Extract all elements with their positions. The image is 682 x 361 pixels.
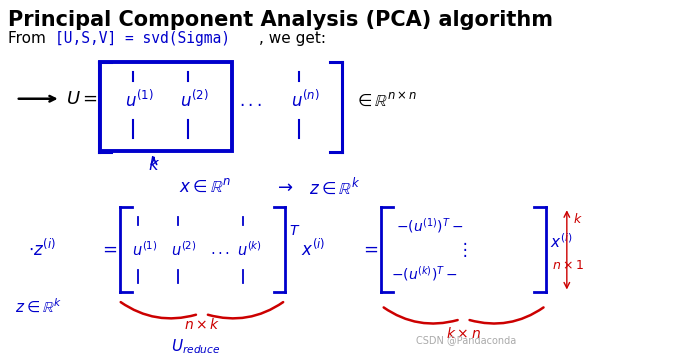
Text: $u^{(1)}$: $u^{(1)}$ (132, 240, 157, 259)
Text: Principal Component Analysis (PCA) algorithm: Principal Component Analysis (PCA) algor… (8, 10, 553, 30)
Text: $n\times 1$: $n\times 1$ (552, 258, 584, 271)
Text: CSDN @Pandaconda: CSDN @Pandaconda (415, 335, 516, 345)
Text: $\vdots$: $\vdots$ (456, 240, 467, 260)
Text: $u^{(k)}$: $u^{(k)}$ (237, 240, 262, 259)
Text: $z \in \mathbb{R}^k$: $z \in \mathbb{R}^k$ (309, 177, 360, 197)
Text: , we get:: , we get: (259, 31, 326, 46)
Text: $x \in \mathbb{R}^n$: $x \in \mathbb{R}^n$ (179, 178, 231, 196)
Text: $...$: $...$ (211, 242, 231, 257)
Text: $\rightarrow$: $\rightarrow$ (274, 178, 294, 196)
Text: $x^{(i)}$: $x^{(i)}$ (301, 239, 325, 260)
Text: $n \times k$: $n \times k$ (183, 317, 220, 332)
Text: $...$: $...$ (239, 91, 262, 109)
Text: $-(u^{(k)})^T-$: $-(u^{(k)})^T-$ (391, 264, 458, 283)
Text: $u^{(2)}$: $u^{(2)}$ (180, 90, 209, 111)
Text: $x^{(i)}$: $x^{(i)}$ (550, 233, 573, 252)
Text: $u^{(n)}$: $u^{(n)}$ (291, 90, 319, 111)
Text: $U=$: $U=$ (66, 90, 98, 108)
Text: $u^{(1)}$: $u^{(1)}$ (125, 90, 153, 111)
Text: $z \in \mathbb{R}^k$: $z \in \mathbb{R}^k$ (14, 297, 61, 315)
Text: From: From (8, 31, 50, 46)
Text: $\in \mathbb{R}^{n \times n}$: $\in \mathbb{R}^{n \times n}$ (354, 91, 417, 109)
Text: $-(u^{(1)})^T-$: $-(u^{(1)})^T-$ (396, 216, 463, 235)
Text: $k$: $k$ (574, 212, 583, 226)
Text: $T$: $T$ (288, 225, 300, 239)
Text: $k \times n$: $k \times n$ (446, 326, 481, 342)
Text: $k$: $k$ (148, 156, 160, 174)
Text: $\cdot z^{(i)}$: $\cdot z^{(i)}$ (28, 239, 56, 260)
Text: $U_{reduce}$: $U_{reduce}$ (170, 337, 220, 356)
Text: $u^{(2)}$: $u^{(2)}$ (171, 240, 196, 259)
Text: $=$: $=$ (99, 240, 117, 258)
Text: [U,S,V] = svd(Sigma): [U,S,V] = svd(Sigma) (55, 31, 231, 46)
Text: $=$: $=$ (360, 240, 379, 258)
